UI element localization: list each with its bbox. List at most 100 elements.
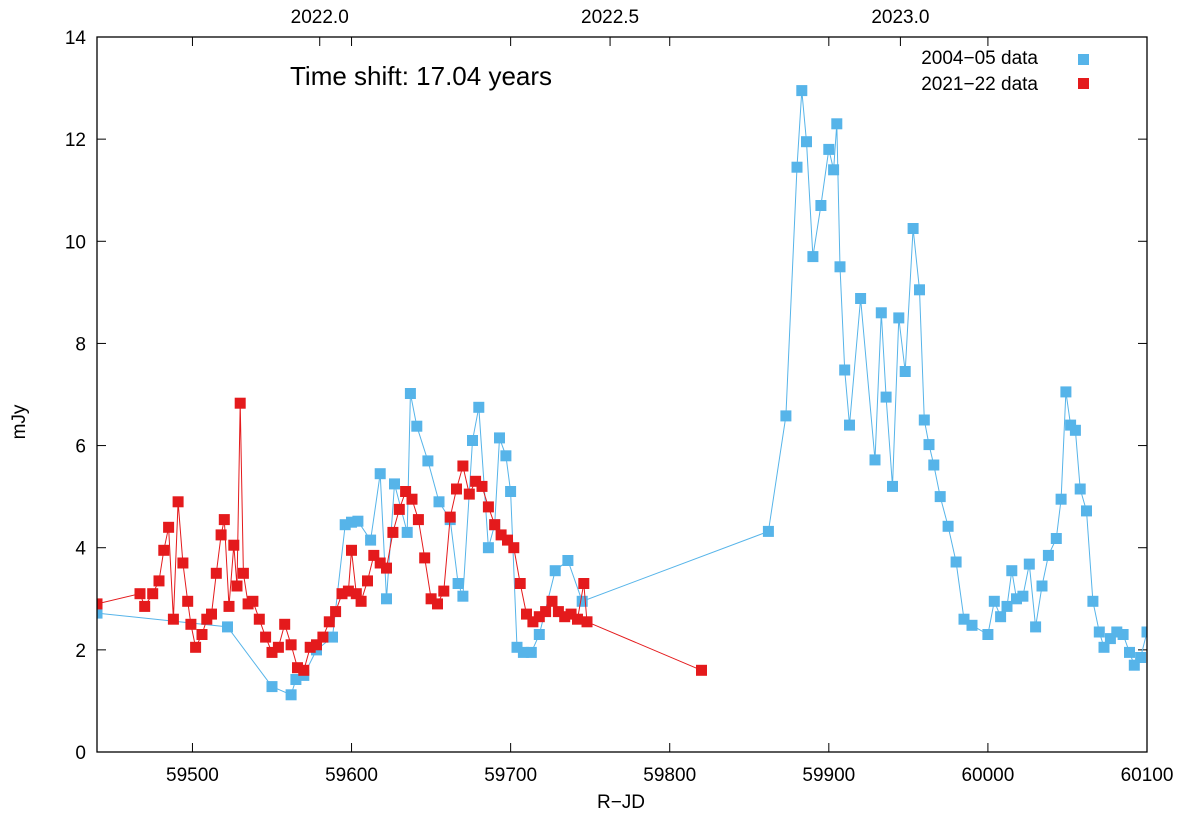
data-point bbox=[796, 85, 808, 97]
data-point bbox=[190, 641, 202, 653]
data-point bbox=[1141, 626, 1147, 638]
data-point bbox=[1042, 549, 1054, 561]
data-point bbox=[880, 391, 892, 403]
data-point bbox=[958, 613, 970, 625]
top-tick-label: 2022.5 bbox=[581, 7, 639, 28]
data-point bbox=[546, 595, 558, 607]
legend-label-2004-05: 2004−05 data bbox=[921, 48, 1038, 69]
data-point bbox=[381, 593, 392, 605]
data-point bbox=[393, 503, 405, 515]
data-point bbox=[942, 520, 954, 532]
data-point bbox=[346, 516, 357, 528]
y-tick-label: 0 bbox=[75, 743, 86, 764]
data-point bbox=[521, 608, 532, 620]
data-point bbox=[196, 629, 208, 640]
data-point bbox=[801, 136, 812, 148]
data-point bbox=[304, 641, 316, 653]
data-point bbox=[327, 631, 338, 643]
data-point bbox=[887, 480, 898, 492]
data-point bbox=[1055, 493, 1067, 505]
data-point bbox=[559, 611, 571, 623]
data-point bbox=[97, 607, 103, 619]
data-point bbox=[855, 293, 867, 304]
data-point bbox=[807, 251, 819, 263]
legend-label-2021-22: 2021−22 data bbox=[921, 74, 1038, 95]
data-point bbox=[482, 501, 494, 513]
data-point bbox=[406, 493, 418, 505]
data-point bbox=[323, 616, 335, 628]
data-point bbox=[1017, 590, 1029, 602]
data-point bbox=[511, 641, 523, 653]
data-point bbox=[581, 616, 593, 628]
data-point bbox=[404, 388, 416, 399]
data-point bbox=[923, 439, 935, 451]
data-point bbox=[215, 529, 227, 541]
x-tick-label: 60000 bbox=[961, 765, 1014, 786]
data-point bbox=[495, 529, 507, 541]
series-1 bbox=[97, 397, 707, 676]
data-point bbox=[552, 606, 564, 618]
data-point bbox=[572, 613, 583, 625]
data-point bbox=[298, 664, 310, 676]
data-point bbox=[1093, 626, 1105, 638]
data-point bbox=[185, 618, 197, 630]
data-point bbox=[1087, 595, 1099, 607]
data-point bbox=[576, 595, 588, 607]
data-point bbox=[1104, 633, 1116, 645]
data-point bbox=[253, 613, 265, 625]
legend-swatch-2021-22 bbox=[1078, 78, 1089, 89]
data-point bbox=[815, 200, 827, 211]
data-point bbox=[451, 483, 462, 495]
data-point bbox=[457, 590, 469, 602]
y-tick-label: 10 bbox=[65, 232, 86, 253]
data-point bbox=[470, 475, 482, 487]
data-point bbox=[988, 595, 1000, 607]
data-point bbox=[508, 542, 520, 554]
data-point bbox=[533, 629, 545, 640]
data-point bbox=[1124, 646, 1135, 658]
y-tick-label: 4 bbox=[75, 539, 86, 560]
data-point bbox=[549, 565, 561, 577]
data-point bbox=[1074, 483, 1086, 495]
x-tick-label: 59600 bbox=[325, 765, 378, 786]
data-point bbox=[1011, 593, 1022, 605]
data-point bbox=[893, 312, 905, 324]
data-point bbox=[457, 460, 469, 472]
data-point bbox=[950, 556, 962, 568]
top-tick-label: 2022.0 bbox=[291, 7, 349, 28]
data-point bbox=[517, 646, 529, 658]
data-point bbox=[1001, 600, 1013, 612]
y-tick-label: 8 bbox=[75, 334, 86, 355]
data-point bbox=[330, 606, 342, 618]
data-point bbox=[432, 598, 443, 610]
data-point bbox=[525, 646, 537, 658]
data-point bbox=[995, 611, 1007, 623]
data-point bbox=[317, 631, 329, 643]
data-point bbox=[565, 608, 577, 620]
data-point bbox=[374, 557, 386, 569]
data-point bbox=[400, 486, 412, 497]
y-axis-title: mJy bbox=[9, 404, 30, 439]
data-point bbox=[934, 491, 946, 503]
data-point bbox=[467, 435, 478, 446]
data-point bbox=[234, 397, 246, 409]
data-point bbox=[1023, 558, 1035, 570]
data-point bbox=[134, 588, 146, 600]
data-point bbox=[381, 562, 392, 574]
data-point bbox=[206, 608, 217, 620]
data-point bbox=[231, 580, 243, 592]
data-point bbox=[292, 662, 303, 674]
data-point bbox=[412, 514, 424, 526]
data-point bbox=[425, 593, 437, 605]
data-point bbox=[362, 575, 373, 587]
time-shift-annotation: Time shift: 17.04 years bbox=[290, 61, 552, 91]
tick-labels: 59500 59600 59700 59800 59900 60000 60100 0 2 4 6 8… bbox=[65, 7, 1174, 786]
data-point bbox=[899, 366, 911, 377]
data-point bbox=[401, 526, 413, 538]
data-point bbox=[285, 639, 297, 651]
legend: 2004−05 data 2021−22 data bbox=[921, 48, 1089, 95]
data-point bbox=[228, 539, 240, 551]
data-point bbox=[875, 307, 887, 319]
data-point bbox=[158, 544, 170, 556]
